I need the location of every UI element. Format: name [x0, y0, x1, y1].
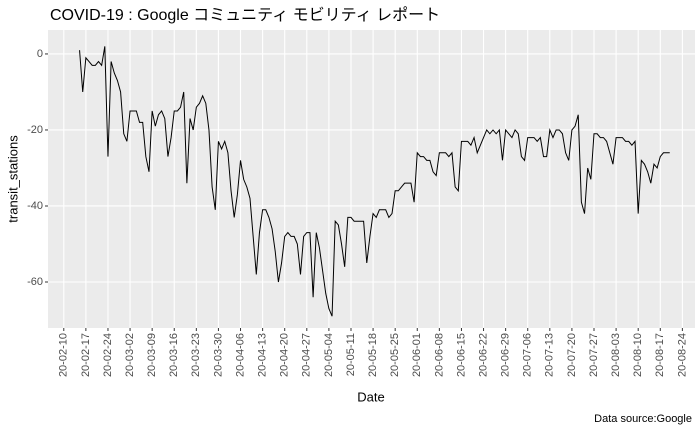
- x-tick-label: 20-02-10: [58, 333, 70, 377]
- x-tick-label: 20-05-18: [367, 333, 379, 377]
- x-tick-label: 20-03-02: [124, 333, 136, 377]
- x-tick-label: 20-06-01: [411, 333, 423, 377]
- series-line: [79, 46, 670, 317]
- x-tick-label: 20-08-03: [610, 333, 622, 377]
- x-tick-label: 20-07-06: [522, 333, 534, 377]
- y-axis-title: transit_stations: [5, 135, 20, 223]
- y-tick-label: 0: [37, 48, 43, 60]
- x-tick-label: 20-04-20: [279, 333, 291, 377]
- x-tick-label: 20-04-13: [257, 333, 269, 377]
- x-tick-label: 20-07-27: [588, 333, 600, 377]
- x-tick-label: 20-05-04: [323, 333, 335, 377]
- panel: [48, 30, 695, 328]
- x-tick-label: 20-03-23: [190, 333, 202, 377]
- y-tick-label: -60: [27, 276, 43, 288]
- x-tick-label: 20-07-13: [544, 333, 556, 377]
- x-tick-label: 20-03-16: [168, 333, 180, 377]
- x-tick-label: 20-07-20: [566, 333, 578, 377]
- x-tick-label: 20-06-15: [455, 333, 467, 377]
- x-tick-label: 20-08-10: [632, 333, 644, 377]
- x-tick-label: 20-06-29: [500, 333, 512, 377]
- x-tick-label: 20-03-09: [146, 333, 158, 377]
- x-tick-label: 20-02-24: [102, 333, 114, 377]
- x-tick-label: 20-06-22: [477, 333, 489, 377]
- x-tick-label: 20-05-25: [389, 333, 401, 377]
- x-tick-label: 20-03-30: [212, 333, 224, 377]
- y-tick-label: -20: [27, 124, 43, 136]
- x-tick-label: 20-02-17: [80, 333, 92, 377]
- x-tick-label: 20-04-27: [301, 333, 313, 377]
- x-tick-label: 20-06-08: [433, 333, 445, 377]
- chart-title: COVID-19 : Google コミュニティ モビリティ レポート: [50, 6, 440, 24]
- x-tick-label: 20-05-11: [345, 333, 357, 376]
- x-tick-label: 20-04-06: [234, 333, 246, 377]
- caption: Data source:Google: [594, 413, 692, 425]
- x-tick-label: 20-08-24: [676, 333, 688, 377]
- x-axis-title: Date: [357, 389, 384, 404]
- y-tick-label: -40: [27, 200, 43, 212]
- x-tick-label: 20-08-17: [654, 333, 666, 377]
